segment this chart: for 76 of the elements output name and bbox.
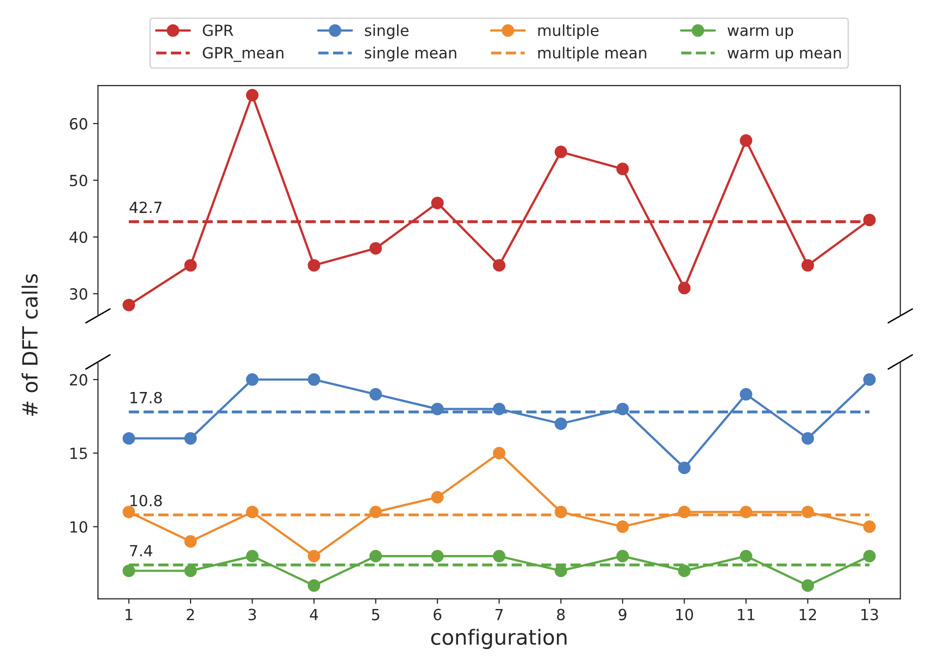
point	[431, 491, 444, 504]
y-tick-label: 30	[70, 288, 88, 300]
legend-label: multiple mean	[538, 46, 646, 62]
point	[308, 579, 320, 592]
annotation: 7.4	[130, 545, 152, 556]
point	[246, 373, 259, 386]
point	[492, 446, 506, 460]
point	[184, 259, 197, 272]
x-tick-label: 9	[618, 608, 626, 620]
point	[678, 564, 691, 578]
point	[308, 550, 320, 562]
point	[616, 520, 629, 533]
point	[369, 388, 382, 401]
point	[184, 432, 197, 445]
point	[554, 564, 568, 578]
point	[122, 564, 136, 578]
x-tick-label: 8	[557, 608, 565, 620]
x-tick-label: 7	[496, 608, 503, 620]
x-tick-label: 10	[676, 608, 694, 620]
point	[184, 535, 197, 548]
point	[246, 550, 259, 562]
annotation: 42.7	[130, 202, 162, 213]
x-tick-label: 11	[738, 608, 754, 620]
point	[431, 550, 444, 562]
point	[740, 134, 752, 147]
point	[802, 259, 814, 272]
point	[616, 550, 629, 562]
y-tick-label: 15	[70, 448, 87, 460]
legend-label: single mean	[364, 46, 456, 62]
x-tick-label: 13	[861, 608, 878, 620]
x-tick-label: 5	[372, 608, 380, 620]
x-tick-label: 1	[126, 608, 132, 620]
legend-label: warm up	[728, 27, 794, 40]
annotation: 17.8	[130, 392, 162, 404]
x-tick-label: 12	[800, 608, 816, 620]
legend-label: warm up mean	[728, 50, 841, 62]
y-axis-title: # of DFT calls	[22, 274, 38, 416]
annotation: 10.8	[130, 494, 162, 506]
y-tick-label: 10	[70, 521, 88, 533]
point	[184, 564, 197, 578]
point	[554, 417, 568, 430]
legend-label: GPR_mean	[202, 46, 284, 62]
legend-label: GPR	[202, 24, 234, 36]
point	[740, 388, 752, 401]
point	[308, 373, 320, 386]
point	[863, 550, 876, 562]
point	[369, 550, 382, 562]
point	[863, 214, 876, 226]
point	[369, 242, 382, 255]
point	[246, 88, 259, 102]
point	[308, 259, 320, 272]
point	[492, 259, 506, 272]
point	[492, 550, 506, 562]
y-tick-label: 50	[70, 174, 88, 186]
point	[554, 146, 568, 158]
point	[431, 196, 444, 210]
point	[740, 550, 752, 562]
x-axis-title: configuration	[431, 628, 566, 650]
point	[678, 462, 691, 474]
y-tick-label: 40	[70, 231, 88, 244]
point	[802, 579, 814, 592]
legend-label: single	[364, 24, 409, 40]
point	[863, 520, 876, 533]
point	[678, 282, 691, 294]
point	[122, 298, 136, 312]
x-tick-label: 2	[186, 608, 194, 620]
y-tick-label: 60	[70, 118, 88, 130]
point	[616, 162, 629, 176]
legend-label: multiple	[538, 24, 599, 40]
point	[802, 432, 814, 445]
x-tick-label: 4	[310, 608, 318, 620]
x-tick-label: 6	[434, 608, 442, 620]
x-tick-label: 3	[248, 608, 256, 620]
point	[863, 373, 876, 386]
point	[122, 432, 136, 445]
y-tick-label: 20	[70, 374, 88, 386]
